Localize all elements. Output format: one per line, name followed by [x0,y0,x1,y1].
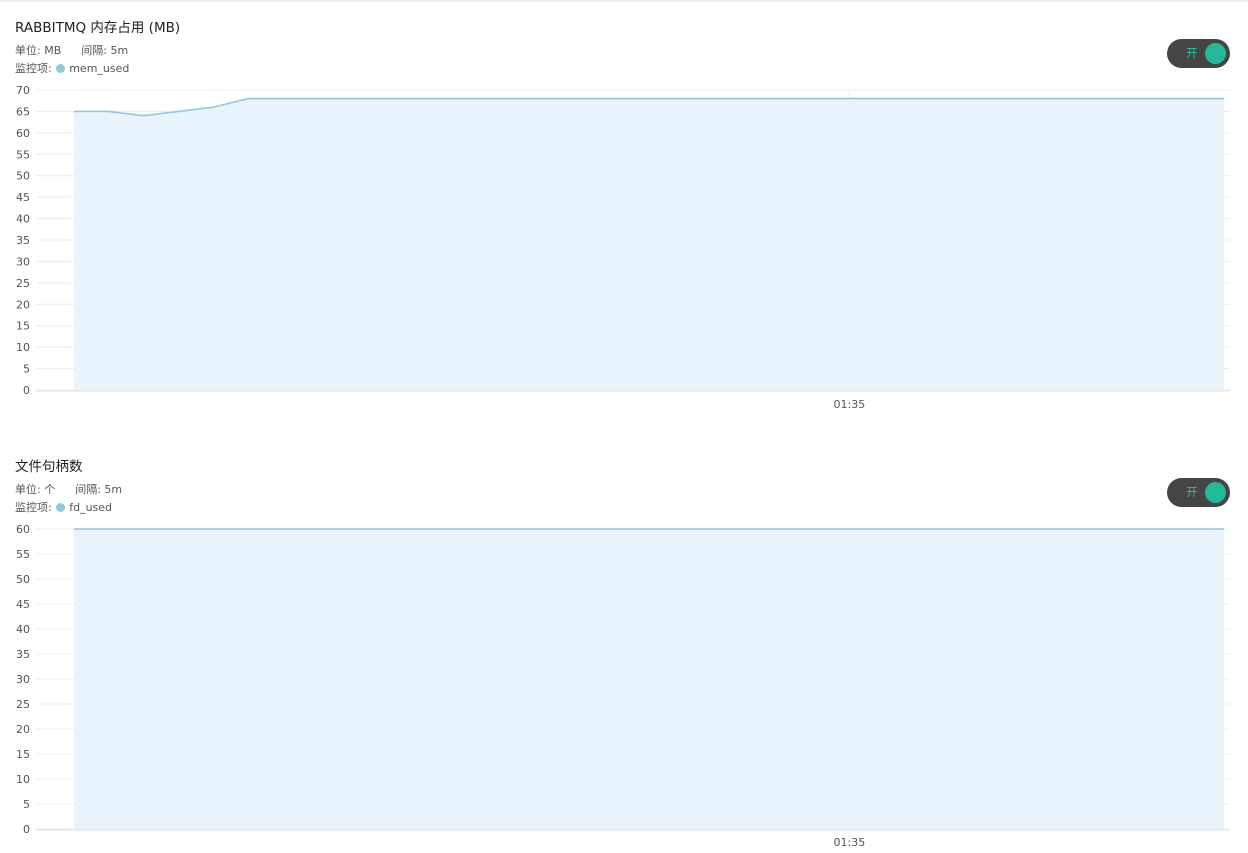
y-tick-label: 30 [16,255,30,268]
legend-series-name[interactable]: fd_used [69,501,113,514]
chart-legend: 监控项: mem_used [15,60,129,76]
chart-meta: 单位: 个 间隔: 5m [15,481,122,497]
chart-legend: 监控项: fd_used [15,499,112,515]
series-area [74,529,1224,829]
toggle-label: 开 [1186,485,1198,499]
monitor-label: 监控项: [15,62,52,75]
chart-title: RABBITMQ 内存占用 (MB) [15,20,181,36]
unit-text: 单位: MB [15,44,62,57]
monitor-label: 监控项: [15,501,52,514]
interval-text: 间隔: 5m [75,483,123,496]
y-tick-label: 0 [23,384,30,397]
top-divider [0,0,1248,2]
toggle-knob [1205,43,1226,64]
y-tick-label: 55 [16,548,30,561]
mem-chart[interactable]: 0 5 10 15 20 25 30 35 40 45 50 55 60 65 70 01:35 [0,0,1248,430]
toggle-label: 开 [1186,46,1198,60]
interval-text: 间隔: 5m [81,44,129,57]
fd-chart[interactable]: 0 5 10 15 20 25 30 35 40 45 50 55 60 01:35 [0,440,1248,853]
y-tick-label: 45 [16,598,30,611]
legend-series-name[interactable]: mem_used [69,62,130,75]
y-tick-label: 40 [16,213,30,226]
y-tick-label: 0 [23,823,30,836]
series-line [74,97,1224,117]
y-tick-label: 35 [16,648,30,661]
y-tick-label: 35 [16,234,30,247]
y-tick-label: 70 [16,84,30,97]
series-area [74,98,1224,391]
x-tick-label: 01:35 [834,836,866,849]
y-tick-label: 5 [23,363,30,376]
chart-meta: 单位: MB 间隔: 5m [15,42,128,58]
alert-toggle[interactable]: 开 [1167,39,1230,68]
y-tick-label: 15 [16,320,30,333]
x-tick-label: 01:35 [834,398,866,411]
y-tick-label: 10 [16,341,30,354]
unit-text: 单位: 个 [15,483,56,496]
y-tick-label: 45 [16,191,30,204]
y-tick-label: 60 [16,523,30,536]
y-tick-label: 20 [16,298,30,311]
y-tick-label: 5 [23,798,30,811]
mem-panel: RABBITMQ 内存占用 (MB) 单位: MB 间隔: 5m 监控项: mem… [0,0,1248,430]
y-tick-label: 50 [16,170,30,183]
legend-dot-icon [56,503,66,512]
alert-toggle[interactable]: 开 [1167,478,1230,507]
y-tick-label: 10 [16,773,30,786]
y-tick-label: 55 [16,148,30,161]
y-tick-label: 15 [16,748,30,761]
chart-title: 文件句柄数 [15,459,83,475]
y-tick-label: 20 [16,723,30,736]
y-tick-label: 30 [16,673,30,686]
y-tick-label: 60 [16,127,30,140]
y-tick-label: 65 [16,105,30,118]
y-tick-label: 25 [16,277,30,290]
y-tick-label: 25 [16,698,30,711]
y-tick-label: 50 [16,573,30,586]
toggle-knob [1205,482,1226,503]
legend-dot-icon [56,64,66,73]
fd-panel: 文件句柄数 单位: 个 间隔: 5m 监控项: fd_used 开 0 5 10 15 2… [0,440,1248,853]
y-tick-label: 40 [16,623,30,636]
